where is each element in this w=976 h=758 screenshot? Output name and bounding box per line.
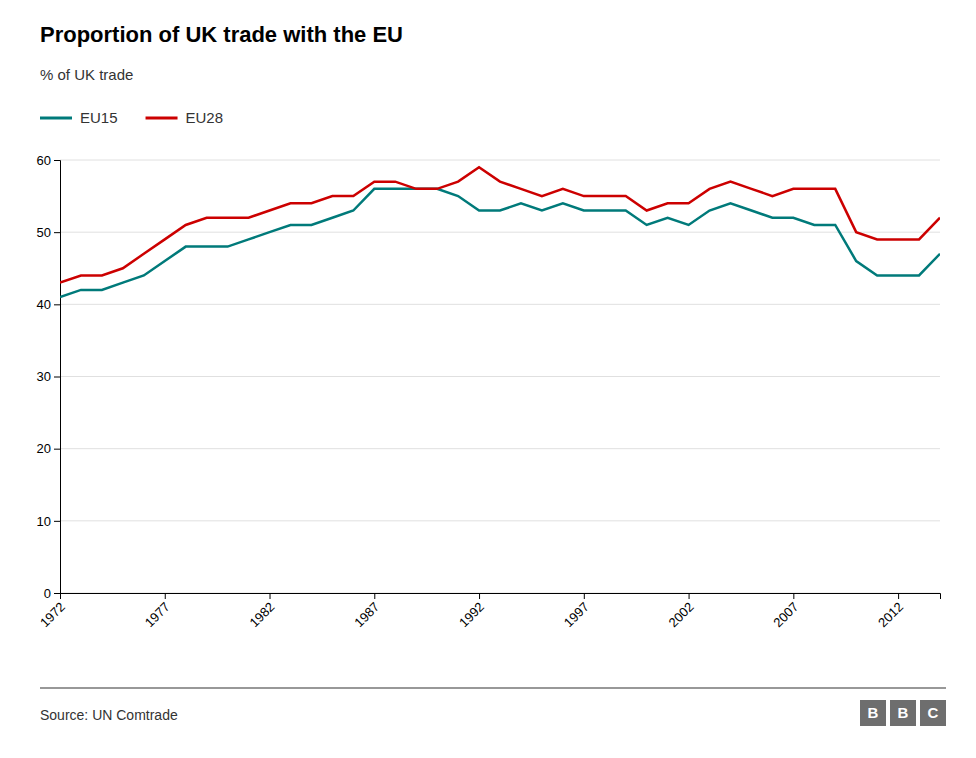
x-tick: 2002 bbox=[666, 593, 697, 630]
x-tick-mark bbox=[270, 593, 271, 599]
grid-line bbox=[60, 520, 940, 521]
x-tick: 2012 bbox=[875, 593, 906, 630]
logo-box bbox=[920, 700, 946, 726]
grid bbox=[60, 160, 940, 593]
lines bbox=[60, 167, 940, 297]
x-tick-mark bbox=[165, 593, 166, 599]
y-tick-mark bbox=[54, 521, 60, 522]
y-tick-label: 30 bbox=[37, 369, 51, 384]
x-tick-label: 1982 bbox=[247, 599, 278, 630]
y-tick: 40 bbox=[37, 297, 60, 312]
y-tick-mark bbox=[54, 160, 60, 161]
x-tick-label: 1992 bbox=[456, 599, 487, 630]
y-tick-label: 40 bbox=[37, 297, 51, 312]
x-tick-mark bbox=[479, 593, 480, 599]
x-tick-label: 1977 bbox=[142, 599, 173, 630]
grid-line bbox=[60, 304, 940, 305]
x-tick-label: 2002 bbox=[666, 599, 697, 630]
x-tick: 1997 bbox=[561, 593, 592, 630]
footer-separator bbox=[40, 687, 946, 688]
x-tick-mark bbox=[793, 593, 794, 599]
y-tick-mark bbox=[54, 304, 60, 305]
logo-letter: B bbox=[868, 704, 879, 721]
grid-line bbox=[60, 160, 940, 161]
title: Proportion of UK trade with the EU bbox=[40, 22, 403, 47]
x-tick-label: 1972 bbox=[37, 599, 68, 630]
y-tick-label: 50 bbox=[37, 225, 51, 240]
source: Source: UN Comtrade bbox=[40, 707, 178, 723]
y-axis-line bbox=[54, 161, 61, 594]
x-tick: 1982 bbox=[247, 593, 278, 630]
y-tick-mark bbox=[54, 232, 60, 233]
logo: BBC bbox=[860, 700, 946, 726]
y-tick-mark bbox=[54, 377, 60, 378]
legend-label: EU15 bbox=[80, 109, 118, 126]
legend-label: EU28 bbox=[186, 109, 224, 126]
logo-box bbox=[860, 700, 886, 726]
x-tick-mark bbox=[374, 593, 375, 599]
y-tick: 30 bbox=[37, 369, 60, 384]
y-tick: 0 bbox=[44, 586, 60, 601]
y-tick: 50 bbox=[37, 225, 60, 240]
series-line bbox=[60, 167, 940, 282]
y-tick-mark bbox=[54, 449, 60, 450]
x-tick: 1987 bbox=[351, 593, 382, 630]
grid-line bbox=[60, 376, 940, 377]
y-tick: 20 bbox=[37, 441, 60, 456]
y-tick: 10 bbox=[37, 513, 60, 528]
x-tick-mark bbox=[898, 593, 899, 599]
x-tick-mark bbox=[584, 593, 585, 599]
y-tick: 60 bbox=[37, 153, 60, 168]
y-tick-label: 60 bbox=[37, 153, 51, 168]
x-tick: 1977 bbox=[142, 593, 173, 630]
chart: Proportion of UK trade with the EU % of U… bbox=[0, 0, 976, 758]
y-tick-label: 0 bbox=[44, 586, 51, 601]
x-tick-label: 2012 bbox=[875, 599, 906, 630]
x-tick-label: 2007 bbox=[770, 599, 801, 630]
x-tick: 1972 bbox=[37, 593, 68, 630]
plot: 1972 1977 1982 1987 1992 1997 2002 2007 2012 0 10 2… bbox=[37, 153, 941, 631]
grid-line bbox=[60, 448, 940, 449]
logo-box bbox=[890, 700, 916, 726]
legend-swatch bbox=[146, 117, 178, 120]
y-tick-mark bbox=[54, 593, 60, 594]
logo-letter: C bbox=[928, 704, 939, 721]
x-axis: 1972 1977 1982 1987 1992 1997 2002 2007 2012 bbox=[37, 593, 940, 630]
logo-letter: B bbox=[898, 704, 909, 721]
y-axis: 0 10 20 30 40 50 60 bbox=[37, 153, 61, 601]
x-tick-label: 1987 bbox=[351, 599, 382, 630]
x-tick-label: 1997 bbox=[561, 599, 592, 630]
x-tick: 2007 bbox=[770, 593, 801, 630]
y-tick-label: 10 bbox=[37, 513, 51, 528]
legend: EU15 EU28 bbox=[40, 109, 223, 126]
series-line bbox=[60, 189, 940, 297]
legend-swatch bbox=[40, 117, 72, 120]
y-axis-title: % of UK trade bbox=[40, 66, 133, 83]
x-axis-line bbox=[61, 594, 941, 600]
grid-line bbox=[60, 232, 940, 233]
x-tick-mark bbox=[689, 593, 690, 599]
x-tick: 1992 bbox=[456, 593, 487, 630]
y-tick-label: 20 bbox=[37, 441, 51, 456]
